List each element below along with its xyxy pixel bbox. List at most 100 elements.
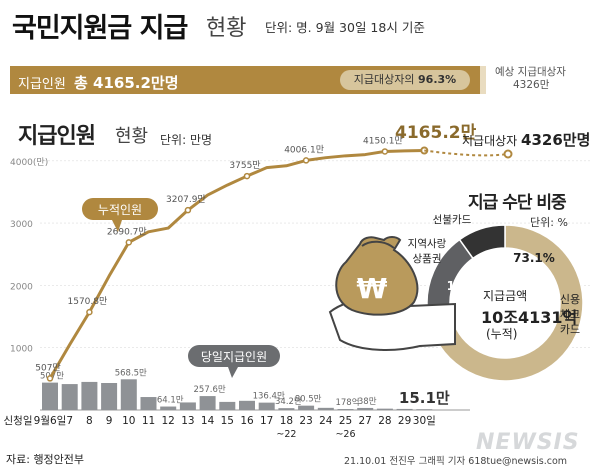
total-value: 총 4165.2만명 bbox=[73, 74, 179, 92]
unit-note: 단위: 명. 9월 30일 18시 기준 bbox=[265, 20, 425, 35]
x-tick-label: 24 bbox=[319, 415, 333, 427]
daily-bar bbox=[179, 402, 196, 410]
graphic-credit: 21.10.01 전진우 그래픽 기자 618tue@newsis.com bbox=[344, 456, 568, 467]
daily-bar bbox=[337, 409, 354, 410]
daily-bar bbox=[81, 381, 98, 410]
x-tick-label: 12 bbox=[162, 415, 175, 427]
coverage-pill-text: 지급대상자의 bbox=[353, 73, 415, 86]
coverage-pill: 지급대상자의 96.3% bbox=[340, 70, 470, 90]
cumulative-point-label: 3755만 bbox=[229, 160, 260, 171]
cumulative-point bbox=[184, 206, 192, 214]
daily-bar bbox=[61, 384, 78, 410]
expected-value: 4326만 bbox=[513, 79, 550, 91]
target-label: 지급대상자 bbox=[462, 134, 518, 148]
current-total: 4165.2만 bbox=[395, 123, 477, 143]
total-label-text: 지급인원 bbox=[18, 77, 66, 92]
cumulative-point-label: 2690.7만 bbox=[107, 226, 147, 237]
cumulative-point bbox=[125, 239, 133, 246]
x-tick-label-2: ~26 bbox=[335, 429, 355, 440]
daily-bar-label: 34.2만 bbox=[275, 397, 302, 407]
x-tick-label: 28 bbox=[378, 415, 391, 427]
cumulative-pill-bg bbox=[82, 198, 158, 220]
daily-pill-bg bbox=[188, 345, 280, 367]
daily-bar bbox=[101, 383, 118, 410]
daily-bar bbox=[317, 407, 334, 410]
projection-point bbox=[503, 149, 513, 159]
total-label: 지급인원 총 4165.2만명 bbox=[18, 72, 179, 93]
newsis-logo: NEWSIS bbox=[476, 430, 580, 455]
x-tick-label: 17 bbox=[260, 415, 273, 427]
cumulative-point-label: 4150.1만 bbox=[363, 135, 403, 146]
y-tick-label: 2000 bbox=[10, 282, 33, 292]
cumulative-point bbox=[243, 172, 251, 180]
daily-bar bbox=[239, 400, 255, 410]
cumulative-point bbox=[46, 375, 54, 382]
daily-bar bbox=[160, 406, 177, 410]
daily-bar bbox=[140, 397, 157, 410]
x-tick-label-2: ~22 bbox=[276, 429, 296, 440]
daily-bar-label: 257.6만 bbox=[194, 385, 226, 395]
target-recipients: 지급대상자 4326만명 bbox=[462, 129, 590, 150]
daily-bar bbox=[42, 382, 58, 410]
target-value: 4326만명 bbox=[521, 131, 591, 149]
pie-value-label: 9.9 bbox=[479, 251, 500, 265]
x-tick-label: 23 bbox=[299, 415, 312, 427]
cumulative-point bbox=[86, 308, 93, 316]
pie-unit: 단위: % bbox=[530, 216, 568, 229]
pie-category-label: 카드 bbox=[560, 323, 580, 336]
money-bag-hand-icon: ₩ bbox=[328, 236, 456, 351]
x-tick-label: 11 bbox=[142, 415, 155, 427]
x-tick-label: 9월6일 bbox=[34, 414, 67, 427]
daily-bar-label: 178억 bbox=[335, 397, 359, 408]
daily-bar bbox=[357, 407, 374, 410]
x-tick-label: 14 bbox=[201, 415, 215, 427]
pie-total-note: (누적) bbox=[486, 327, 518, 341]
x-tick-label: 27 bbox=[359, 415, 372, 427]
x-tick-label: 18 bbox=[280, 415, 293, 427]
pie-category-label: 신용 bbox=[560, 293, 580, 306]
pie-value-label: 73.1% bbox=[513, 251, 555, 265]
pie-title: 지급 수단 비중 bbox=[468, 193, 567, 213]
daily-bar bbox=[199, 396, 216, 410]
x-tick-label: 16 bbox=[240, 415, 254, 427]
pie-total-value: 10조4131억 bbox=[481, 308, 578, 327]
y-tick-label: 1000 bbox=[10, 345, 33, 355]
expected-recipients: 예상 지급대상자 4326만 bbox=[495, 66, 566, 92]
daily-label-pill: 당일지급인원 bbox=[188, 345, 280, 378]
svg-text:₩: ₩ bbox=[357, 272, 388, 305]
remaining-progress bbox=[480, 66, 486, 94]
section-title: 지급인원 bbox=[18, 124, 96, 149]
daily-bar bbox=[396, 408, 413, 410]
cumulative-point-label: 1570.8만 bbox=[68, 296, 108, 307]
daily-bar bbox=[298, 405, 315, 410]
daily-bar-label: 64.1만 bbox=[157, 396, 184, 406]
daily-bar bbox=[258, 402, 275, 410]
section-subtitle: 현황 bbox=[115, 126, 149, 147]
expected-label: 예상 지급대상자 bbox=[495, 66, 566, 78]
cumulative-label-pill: 누적인원 bbox=[82, 198, 158, 232]
x-tick-label: 13 bbox=[181, 415, 194, 427]
cumulative-pill-pointer bbox=[112, 220, 122, 232]
daily-bar bbox=[120, 379, 137, 410]
pie-hole bbox=[450, 248, 560, 358]
section-unit: 단위: 만명 bbox=[160, 133, 213, 147]
x-tick-label: 29 bbox=[398, 415, 411, 427]
daily-pill-pointer bbox=[228, 367, 238, 378]
pie-category-label: 선불카드 bbox=[433, 214, 472, 226]
page-subtitle: 현황 bbox=[206, 16, 247, 41]
pie-category-label: 체크 bbox=[560, 308, 580, 321]
x-tick-label: 25 bbox=[339, 415, 352, 427]
daily-bar-label: 38만 bbox=[358, 397, 377, 407]
daily-bar bbox=[376, 408, 393, 410]
y-tick-label: 4000(만) bbox=[10, 157, 48, 168]
page-title: 국민지원금 지급 bbox=[12, 13, 188, 44]
pie-total-label: 지급금액 bbox=[483, 289, 528, 303]
x-tick-label: 15 bbox=[221, 415, 234, 427]
daily-bar bbox=[278, 408, 295, 410]
pie-category-label: 지역사랑 bbox=[408, 238, 447, 250]
x-axis-label: 신청일 bbox=[4, 414, 33, 427]
y-tick-label: 3000 bbox=[10, 220, 33, 230]
pie-category-label: 상품권 bbox=[413, 253, 442, 265]
cumulative-point-label: 3207.9만 bbox=[166, 194, 206, 205]
